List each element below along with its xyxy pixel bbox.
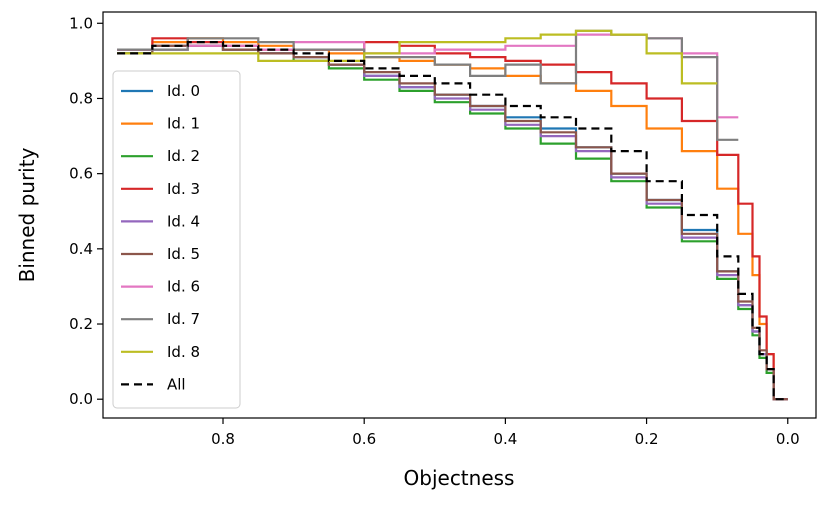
legend-label-6: Id. 6 [167, 278, 200, 296]
legend-label-5: Id. 5 [167, 245, 200, 263]
x-tick-label-1: 0.6 [352, 430, 376, 448]
y-tick-label-2: 0.4 [69, 240, 93, 258]
x-axis-label: Objectness [404, 466, 515, 490]
y-tick-label-0: 0.0 [69, 390, 93, 408]
y-tick-label-4: 0.8 [69, 89, 93, 107]
legend-label-2: Id. 2 [167, 147, 200, 165]
x-tick-label-0: 0.8 [211, 430, 235, 448]
x-tick-label-3: 0.2 [635, 430, 659, 448]
x-tick-label-2: 0.4 [493, 430, 517, 448]
series-line-7 [117, 29, 739, 141]
plot-frame [102, 11, 817, 419]
series-line-9 [117, 41, 788, 401]
legend: Id. 0 Id. 1 Id. 2 Id. 3 Id. 4 Id. 5 Id. 6 Id. 7… [112, 70, 241, 409]
y-tick-label-5: 1.0 [69, 14, 93, 32]
y-tick-label-3: 0.6 [69, 165, 93, 183]
x-tick-label-4: 0.0 [776, 430, 800, 448]
x-ticks: 0.8 0.6 0.4 0.2 0.0 [211, 418, 800, 448]
legend-label-9: All [167, 375, 186, 393]
legend-label-3: Id. 3 [167, 180, 200, 198]
legend-label-7: Id. 7 [167, 310, 200, 328]
y-axis-label: Binned purity [15, 147, 39, 282]
y-tick-label-1: 0.2 [69, 315, 93, 333]
series-layer [117, 29, 788, 401]
legend-label-0: Id. 0 [167, 82, 200, 100]
legend-label-1: Id. 1 [167, 115, 200, 133]
legend-label-4: Id. 4 [167, 212, 200, 230]
y-ticks: 0.0 0.2 0.4 0.6 0.8 1.0 [69, 14, 103, 408]
legend-label-8: Id. 8 [167, 343, 200, 361]
